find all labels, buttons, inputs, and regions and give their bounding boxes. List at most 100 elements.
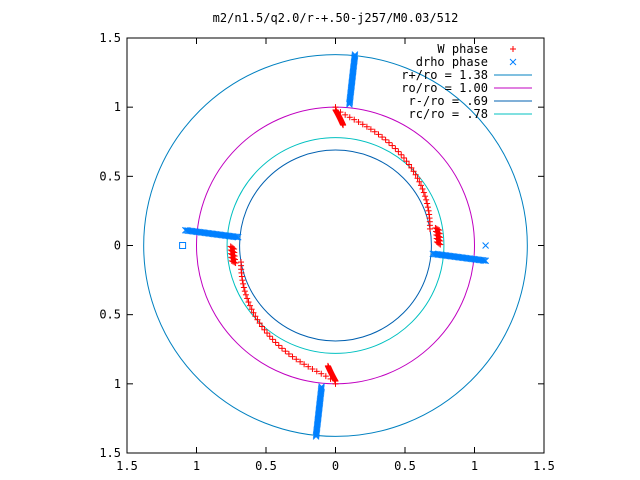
legend-label-4: r-/ro = .69 (409, 94, 488, 108)
w-point-0-38 (426, 225, 433, 232)
drho-point-1-39 (480, 257, 488, 264)
x-tick-label-1: 1 (193, 459, 200, 473)
w-point-0-14 (389, 142, 396, 149)
w-point-0-12 (382, 136, 389, 143)
w-point-1-6 (305, 363, 312, 370)
data-points (179, 51, 489, 440)
x-marker (482, 242, 489, 249)
x-tick-label-5: 1 (471, 459, 478, 473)
w-point-1-38 (238, 259, 245, 266)
legend-label-0: W phase (437, 42, 488, 56)
w-point-0-25 (416, 178, 423, 185)
w-point-0-4 (351, 116, 358, 123)
w-point-1-28 (244, 295, 251, 302)
drho-point-3-38 (184, 227, 192, 234)
drho-point-1-38 (479, 257, 487, 264)
legend-label-3: ro/ro = 1.00 (401, 81, 488, 95)
w-point-0-9 (371, 128, 378, 135)
w-point-1-33 (239, 277, 246, 284)
w-point-0-26 (417, 182, 424, 189)
w-point-0-19 (403, 158, 410, 165)
w-point-0-21 (408, 164, 415, 171)
w-point-0-24 (414, 175, 421, 182)
w-point-1-14 (275, 342, 282, 349)
w-point-1-1 (327, 375, 334, 382)
x-tick-label-6: 1.5 (533, 459, 555, 473)
w-point-0-10 (375, 131, 382, 138)
w-point-1-13 (279, 345, 286, 352)
w-point-0-3 (346, 114, 353, 121)
x-tick-label-3: 0 (332, 459, 339, 473)
w-point-1-22 (254, 316, 261, 323)
w-point-1-9 (293, 356, 300, 363)
w-point-1-8 (297, 358, 304, 365)
w-point-0-31 (424, 200, 431, 207)
drho-point-0-39 (351, 52, 359, 60)
w-point-0-28 (420, 189, 427, 196)
w-point-1-21 (256, 320, 263, 327)
drho-point-2-40 (312, 433, 320, 440)
w-point-1-20 (258, 323, 265, 330)
w-point-0-16 (395, 148, 402, 155)
w-point-0-0 (332, 104, 339, 111)
y-tick-label-1: 1 (114, 100, 121, 114)
drho-point-1-40 (482, 257, 489, 265)
w-point-1-16 (269, 336, 276, 343)
w-point-0-33 (425, 207, 432, 214)
drho-point-0-38 (351, 53, 359, 61)
w-point-1-10 (289, 353, 296, 360)
w-point-0-23 (412, 171, 419, 178)
w-point-0-7 (363, 123, 370, 130)
w-point-1-17 (266, 333, 273, 340)
drho-point-0-40 (351, 51, 359, 58)
x-tick-label-0: 1.5 (116, 459, 138, 473)
w-point-1-12 (282, 348, 289, 355)
y-tick-label-2: 0.5 (99, 169, 121, 183)
w-point-0-27 (419, 185, 426, 192)
x-tick-label-2: 0.5 (255, 459, 277, 473)
w-point-0-15 (392, 145, 399, 152)
drho-point-3-39 (183, 227, 191, 234)
w-point-1-32 (240, 280, 247, 287)
legend-label-5: rc/ro = .78 (409, 107, 488, 121)
w-point-0-5 (355, 118, 362, 125)
drho-point-3-40 (182, 226, 189, 234)
w-point-1-11 (285, 350, 292, 357)
drho-point-2-38 (312, 430, 320, 438)
w-point-1-19 (261, 326, 268, 333)
w-point-1-4 (313, 368, 320, 375)
legend-label-2: r+/ro = 1.38 (401, 68, 488, 82)
w-point-1-7 (301, 361, 308, 368)
y-tick-label-6: 1.5 (99, 446, 121, 460)
w-point-0-18 (400, 154, 407, 161)
w-point-1-2 (322, 373, 329, 380)
w-point-0-32 (424, 204, 431, 211)
w-point-1-i19 (227, 243, 234, 250)
legend-marker-0 (510, 46, 516, 52)
y-tick-label-4: 0.5 (99, 308, 121, 322)
w-point-1-3 (318, 370, 325, 377)
legend-label-1: drho phase (416, 55, 488, 69)
w-point-1-15 (272, 339, 279, 346)
w-point-1-23 (252, 313, 259, 320)
w-point-0-11 (379, 134, 386, 141)
circle-0 (143, 54, 528, 437)
w-point-1-i18 (228, 244, 235, 251)
w-point-1-18 (264, 330, 271, 337)
w-point-1-29 (242, 291, 249, 298)
w-point-1-31 (240, 284, 247, 291)
x-tick-label-4: 0.5 (394, 459, 416, 473)
drho-point-2-39 (312, 431, 320, 439)
w-point-0-22 (410, 168, 417, 175)
y-tick-label-3: 0 (114, 239, 121, 253)
w-point-0-i18 (436, 240, 443, 247)
w-point-1-30 (241, 288, 248, 295)
chart-title: m2/n1.5/q2.0/r-+.50-j257/M0.03/512 (213, 11, 459, 25)
w-point-0-13 (385, 139, 392, 146)
w-point-1-5 (309, 366, 316, 373)
w-point-0-29 (422, 193, 429, 200)
circle-1 (196, 106, 475, 385)
w-point-1-27 (245, 299, 252, 306)
